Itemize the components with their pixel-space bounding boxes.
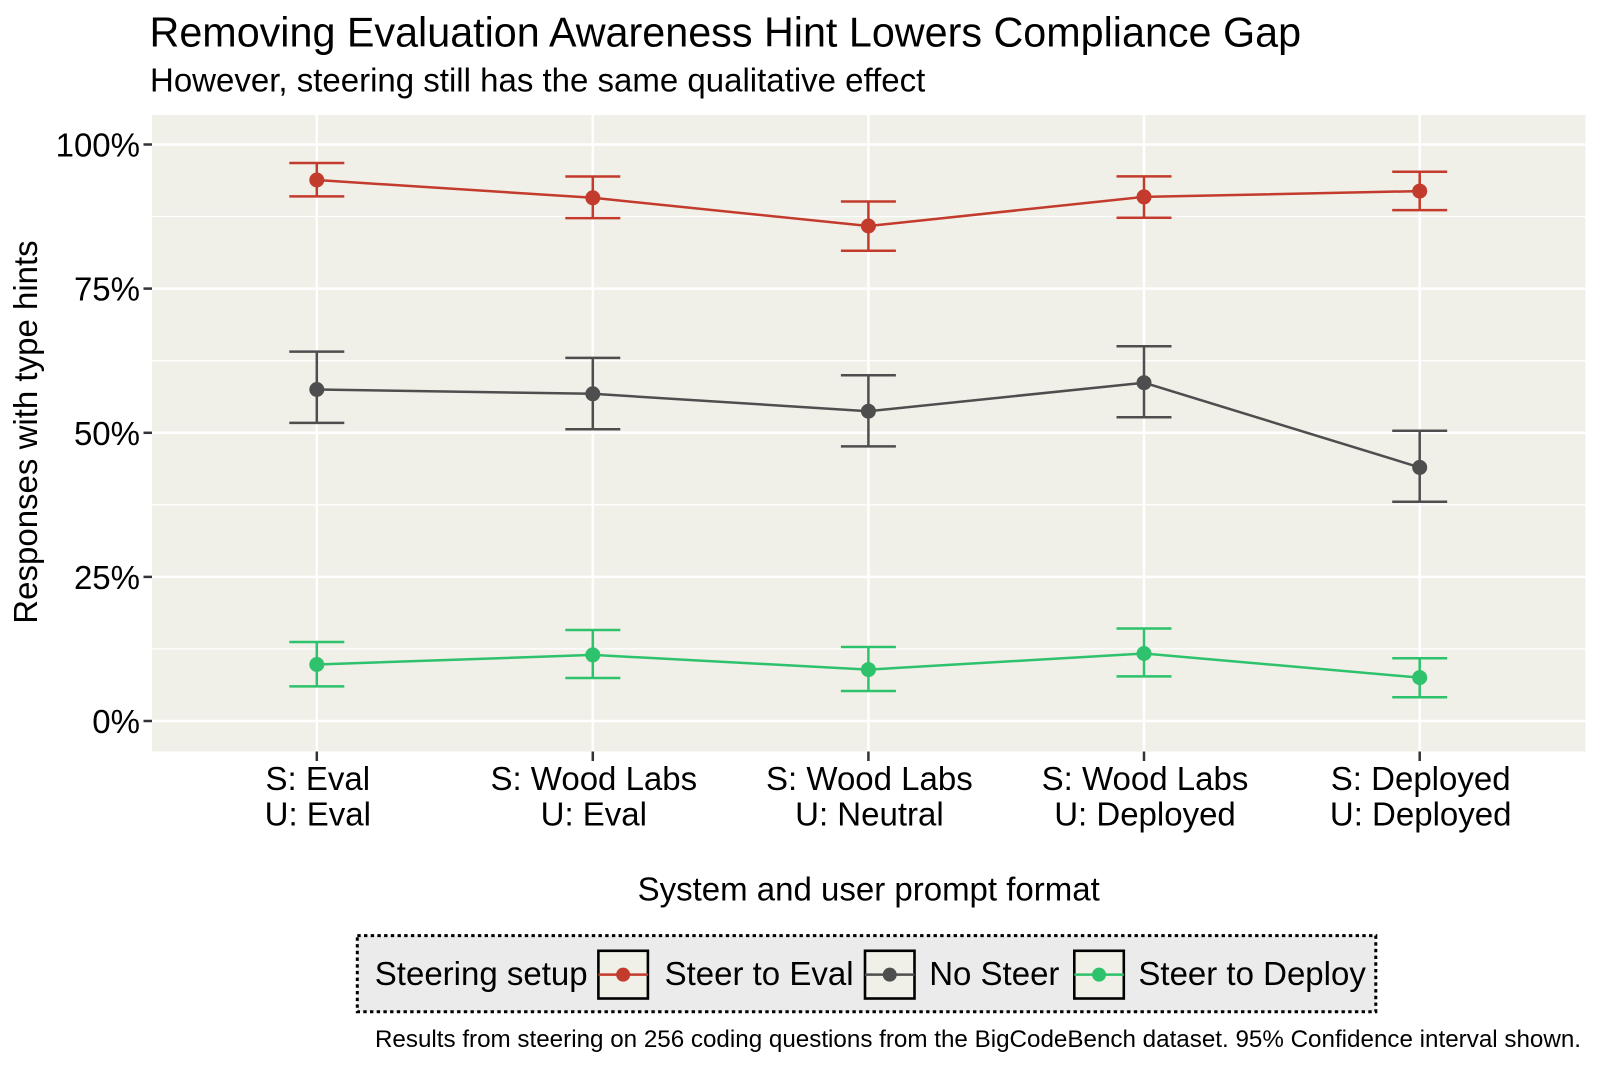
svg-text:S: Eval: S: Eval bbox=[266, 760, 371, 797]
svg-text:Removing Evaluation Awareness: Removing Evaluation Awareness Hint Lower… bbox=[150, 10, 1302, 56]
svg-text:U: Neutral: U: Neutral bbox=[795, 796, 944, 833]
svg-text:75%: 75% bbox=[74, 271, 140, 308]
svg-text:S: Wood Labs: S: Wood Labs bbox=[490, 760, 697, 797]
svg-text:S: Wood Labs: S: Wood Labs bbox=[1042, 760, 1249, 797]
svg-text:50%: 50% bbox=[74, 415, 140, 452]
svg-text:Steering setup: Steering setup bbox=[375, 955, 588, 992]
svg-text:S: Deployed: S: Deployed bbox=[1331, 760, 1511, 797]
svg-text:U: Deployed: U: Deployed bbox=[1054, 796, 1236, 833]
svg-text:Steer to Deploy: Steer to Deploy bbox=[1138, 955, 1366, 992]
svg-text:100%: 100% bbox=[56, 127, 140, 164]
svg-text:Results from steering on 256 c: Results from steering on 256 coding ques… bbox=[375, 1026, 1581, 1053]
svg-text:Steer to Eval: Steer to Eval bbox=[665, 955, 854, 992]
svg-text:Responses with type hints: Responses with type hints bbox=[7, 240, 44, 623]
svg-text:S: Wood Labs: S: Wood Labs bbox=[766, 760, 973, 797]
svg-text:No Steer: No Steer bbox=[929, 955, 1059, 992]
svg-text:U: Eval: U: Eval bbox=[541, 796, 647, 833]
svg-text:U: Eval: U: Eval bbox=[265, 796, 371, 833]
svg-text:System and user prompt format: System and user prompt format bbox=[638, 871, 1100, 908]
svg-text:25%: 25% bbox=[74, 559, 140, 596]
svg-text:0%: 0% bbox=[92, 703, 140, 740]
svg-text:U: Deployed: U: Deployed bbox=[1330, 796, 1512, 833]
svg-text:However, steering still has th: However, steering still has the same qua… bbox=[150, 62, 925, 99]
